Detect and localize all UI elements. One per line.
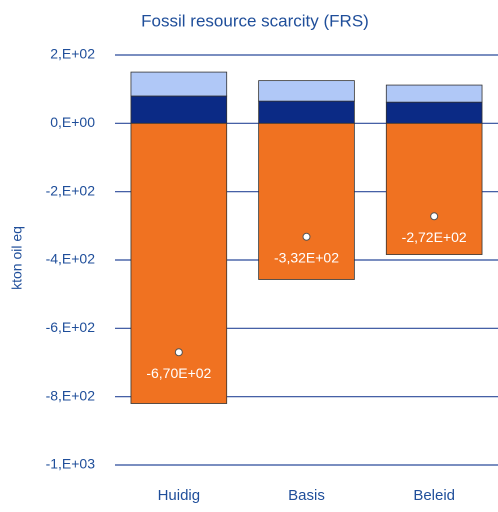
y-tick-label: -1,E+03: [46, 456, 96, 472]
y-tick-label: 0,E+00: [50, 114, 95, 130]
chart-title: Fossil resource scarcity (FRS): [141, 11, 369, 30]
bar-segment: [130, 71, 228, 97]
net-marker: [174, 348, 183, 357]
data-label: -2,72E+02: [402, 229, 467, 245]
bar-segment: [385, 122, 483, 255]
bar-segment: [258, 122, 355, 280]
bar-segment: [130, 95, 228, 124]
bar-segment: [258, 80, 355, 102]
bar-segment: [258, 100, 355, 124]
y-tick-label: -8,E+02: [46, 387, 96, 403]
y-tick-label: -6,E+02: [46, 319, 96, 335]
bar-segment: [385, 84, 483, 103]
net-marker: [430, 212, 439, 221]
bar-segment: [130, 122, 228, 404]
bar-segment: [385, 101, 483, 124]
data-label: -6,70E+02: [146, 365, 211, 381]
y-tick-label: -4,E+02: [46, 251, 96, 267]
x-tick-label: Huidig: [158, 487, 201, 504]
x-tick-label: Basis: [288, 487, 325, 504]
y-axis-label: kton oil eq: [9, 226, 25, 290]
data-label: -3,32E+02: [274, 249, 339, 265]
y-tick-label: 2,E+02: [50, 46, 95, 62]
x-tick-label: Beleid: [413, 487, 455, 504]
net-marker: [302, 232, 311, 241]
y-tick-label: -2,E+02: [46, 182, 96, 198]
